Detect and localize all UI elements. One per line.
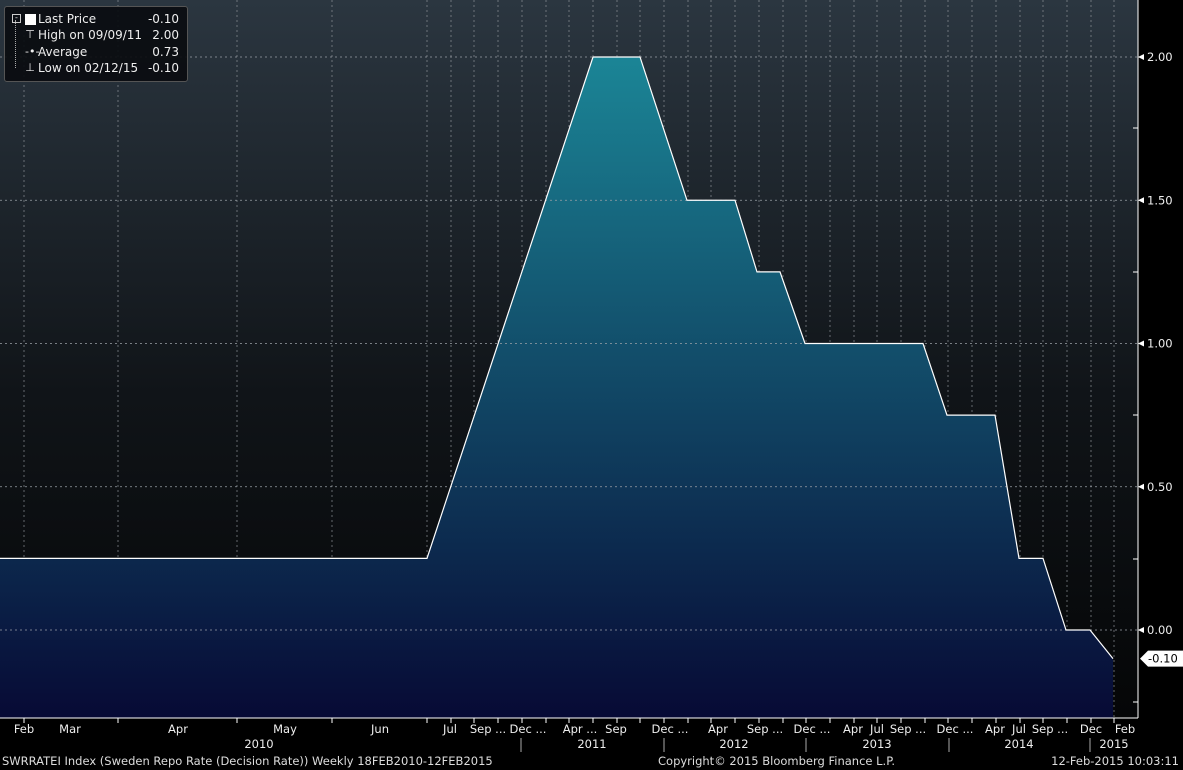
x-tick-label: Apr: [168, 722, 188, 736]
y-tick-marker: [1138, 54, 1144, 60]
x-tick-label: Feb: [1115, 722, 1135, 736]
x-tick-label: Dec ...: [937, 722, 974, 736]
legend-label: High on 09/09/11: [38, 28, 143, 42]
copyright: Copyright© 2015 Bloomberg Finance L.P.: [658, 754, 895, 768]
legend-label: Low on 02/12/15: [38, 61, 139, 75]
x-tick-label: Sep ...: [470, 722, 506, 736]
last-value-label: -0.10: [1148, 652, 1178, 666]
x-tick-label: Sep: [605, 722, 627, 736]
legend-value: 2.00: [152, 28, 179, 42]
high-marker-icon: ⊤: [25, 28, 35, 41]
legend-row-high: ⊤ High on 09/09/11 2.00: [5, 27, 185, 43]
y-tick-label: 0.50: [1147, 480, 1173, 494]
square-icon: [25, 14, 36, 25]
series-line: [0, 56, 1114, 660]
x-tick-label: Feb: [14, 722, 34, 736]
average-marker-icon: -•-: [25, 45, 40, 58]
timestamp: 12-Feb-2015 10:03:11: [1051, 754, 1179, 768]
y-tick-label: 2.00: [1147, 50, 1173, 64]
x-tick-label: Jul: [869, 722, 884, 736]
last-value-badge: [1140, 650, 1183, 667]
tree-connector: [15, 20, 17, 68]
x-tick-label: Dec: [1080, 722, 1102, 736]
x-year-label: 2014: [1004, 737, 1033, 751]
x-tick-label: Apr: [985, 722, 1005, 736]
legend-row-last-price: - Last Price -0.10: [5, 11, 185, 27]
y-tick-marker: [1138, 483, 1144, 490]
series-description: SWRRATEI Index (Sweden Repo Rate (Decisi…: [2, 754, 493, 768]
x-tick-label: Dec ...: [510, 722, 547, 736]
x-year-label: 2011: [577, 737, 606, 751]
legend-row-low: ⊥ Low on 02/12/15 -0.10: [5, 60, 185, 76]
x-tick-label: Jul: [1011, 722, 1026, 736]
y-axis-ticks: 2.00 1.50 1.00 0.50 0.00 -0.10: [1133, 50, 1183, 703]
x-axis-ticks: Feb Mar Apr May Jun Jul Sep ... Dec ... Apr ... S…: [14, 718, 1135, 752]
x-year-label: 2012: [719, 737, 748, 751]
legend-value: 0.73: [152, 45, 179, 59]
legend-label: Average: [38, 45, 88, 59]
x-tick-label: May: [273, 722, 297, 736]
x-tick-label: Dec ...: [794, 722, 831, 736]
x-tick-label: Apr: [708, 722, 728, 736]
x-tick-label: Jul: [442, 722, 457, 736]
x-tick-label: Apr: [843, 722, 863, 736]
x-tick-label: Dec ...: [652, 722, 689, 736]
y-tick-marker: [1138, 340, 1144, 347]
legend-value: -0.10: [147, 12, 179, 26]
x-tick-label: Sep ...: [890, 722, 926, 736]
series-area: [0, 57, 1113, 718]
y-tick-label: 0.00: [1147, 623, 1173, 637]
x-year-label: 2015: [1099, 737, 1128, 751]
x-tick-label: Apr ...: [563, 722, 598, 736]
legend: - Last Price -0.10 ⊤ High on 09/09/11 2.…: [4, 6, 188, 82]
x-tick-label: Jun: [370, 722, 389, 736]
legend-value: -0.10: [147, 61, 179, 75]
x-tick-label: Sep ...: [1032, 722, 1068, 736]
legend-row-average: -•- Average 0.73: [5, 44, 185, 60]
x-year-label: 2010: [244, 737, 273, 751]
y-tick-marker: [1138, 197, 1144, 204]
x-year-label: 2013: [862, 737, 891, 751]
x-tick-label: Mar: [59, 722, 81, 736]
y-tick-marker: [1138, 627, 1144, 633]
collapse-icon[interactable]: -: [12, 14, 21, 23]
legend-label: Last Price: [38, 12, 97, 26]
y-tick-label: 1.50: [1147, 193, 1173, 207]
low-marker-icon: ⊥: [25, 61, 35, 74]
x-tick-label: Sep ...: [747, 722, 783, 736]
y-tick-label: 1.00: [1147, 337, 1173, 351]
